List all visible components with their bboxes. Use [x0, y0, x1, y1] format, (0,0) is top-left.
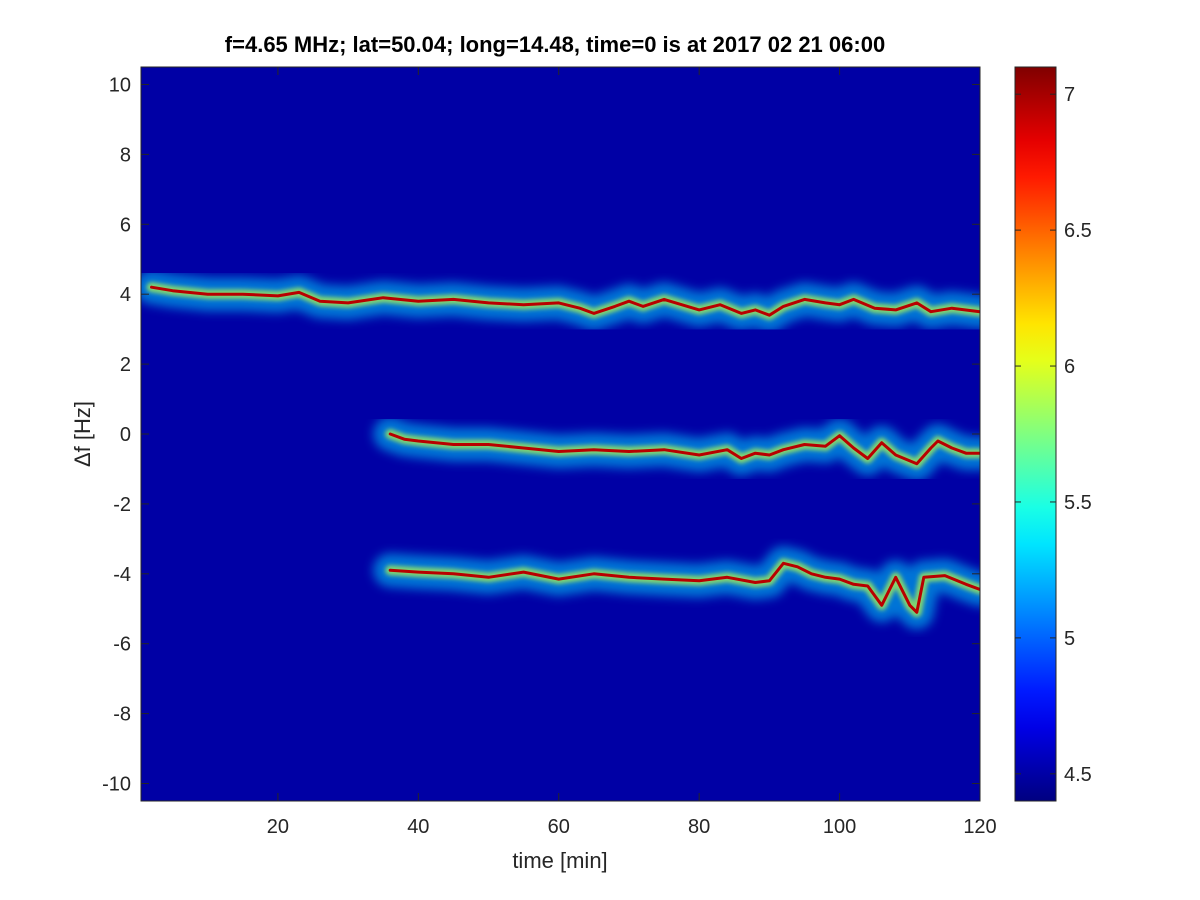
colorbar-axis: 7 6.5 6 5.5 5 4.5 — [1015, 84, 1092, 786]
y-tick-label: -8 — [113, 704, 131, 726]
plot-area — [141, 67, 980, 801]
x-tick-label: 40 — [407, 816, 429, 838]
colorbar-tick-label: 6 — [1064, 356, 1075, 378]
colorbar-tick-label: 5.5 — [1064, 492, 1092, 514]
colorbar-tick-label: 4.5 — [1064, 764, 1092, 786]
colorbar-tick-label: 7 — [1064, 84, 1075, 106]
trace-1-line — [150, 285, 980, 317]
y-tick-label: 10 — [109, 74, 131, 96]
y-tick-label: 8 — [120, 144, 131, 166]
x-tick-label: 80 — [688, 816, 710, 838]
y-tick-label: 6 — [120, 214, 131, 236]
chart-title: f=4.65 MHz; lat=50.04; long=14.48, time=… — [225, 32, 885, 57]
y-axis: 10 8 6 4 2 0 -2 -4 -6 -8 -10 — [102, 74, 980, 796]
colorbar — [1014, 66, 1057, 802]
x-tick-label: 60 — [548, 816, 570, 838]
colorbar-tick-label: 5 — [1064, 628, 1075, 650]
colorbar-tick-label: 6.5 — [1064, 220, 1092, 242]
y-tick-label: -6 — [113, 634, 131, 656]
trace-3-line — [388, 561, 980, 614]
y-tick-label: -4 — [113, 564, 131, 586]
y-tick-label: 2 — [120, 354, 131, 376]
y-tick-label: 0 — [120, 424, 131, 446]
x-axis-label: time [min] — [512, 848, 607, 873]
y-axis-label: Δf [Hz] — [70, 401, 95, 467]
x-axis: 20 40 60 80 100 120 — [267, 67, 997, 838]
y-tick-label: -10 — [102, 774, 131, 796]
x-tick-label: 100 — [823, 816, 856, 838]
trace-layer — [141, 270, 980, 630]
x-tick-label: 120 — [963, 816, 996, 838]
trace-2-line — [388, 432, 980, 466]
x-tick-label: 20 — [267, 816, 289, 838]
y-tick-label: -2 — [113, 494, 131, 516]
y-tick-label: 4 — [120, 284, 131, 306]
